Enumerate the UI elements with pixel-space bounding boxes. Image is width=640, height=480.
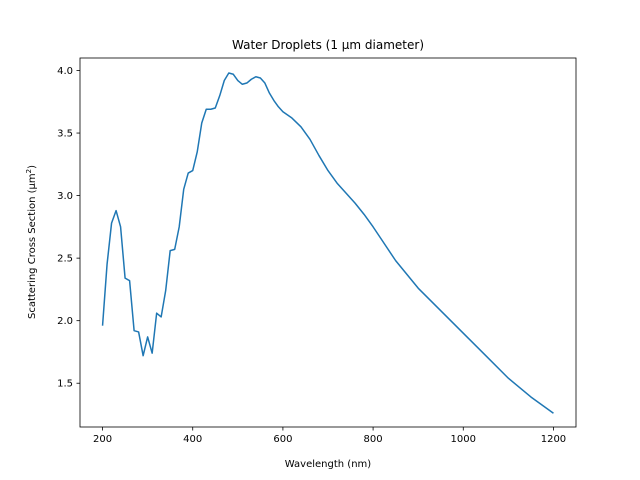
y-tick-label: 4.0 xyxy=(57,66,73,77)
y-tick-label: 3.0 xyxy=(57,191,73,202)
y-tick-label: 2.0 xyxy=(57,316,73,327)
x-tick-label: 600 xyxy=(273,434,292,445)
plot-area xyxy=(101,72,554,414)
plot-frame xyxy=(79,57,577,428)
y-axis: 1.5 2.0 2.5 3.0 3.5 4.0 xyxy=(57,66,80,390)
chart-title: Water Droplets (1 µm diameter) xyxy=(232,38,424,52)
y-axis-label-main: Scattering Cross Section (µm xyxy=(27,173,38,319)
x-tick-label: 200 xyxy=(93,434,112,445)
series-line xyxy=(101,72,554,414)
y-axis-label: Scattering Cross Section (µm2) xyxy=(25,165,38,319)
y-tick-label: 3.5 xyxy=(57,129,73,140)
y-axis-label-superscript: 2 xyxy=(25,169,33,173)
x-tick-label: 800 xyxy=(364,434,383,445)
x-tick-label: 1000 xyxy=(451,434,476,445)
y-tick-label: 2.5 xyxy=(57,254,73,265)
x-tick-label: 400 xyxy=(183,434,202,445)
x-tick-label: 1200 xyxy=(541,434,566,445)
y-tick-label: 1.5 xyxy=(57,379,73,390)
y-axis-label-close: ) xyxy=(27,165,38,169)
x-axis-label: Wavelength (nm) xyxy=(285,459,371,470)
x-axis: 200 400 600 800 1000 1200 xyxy=(93,427,566,445)
